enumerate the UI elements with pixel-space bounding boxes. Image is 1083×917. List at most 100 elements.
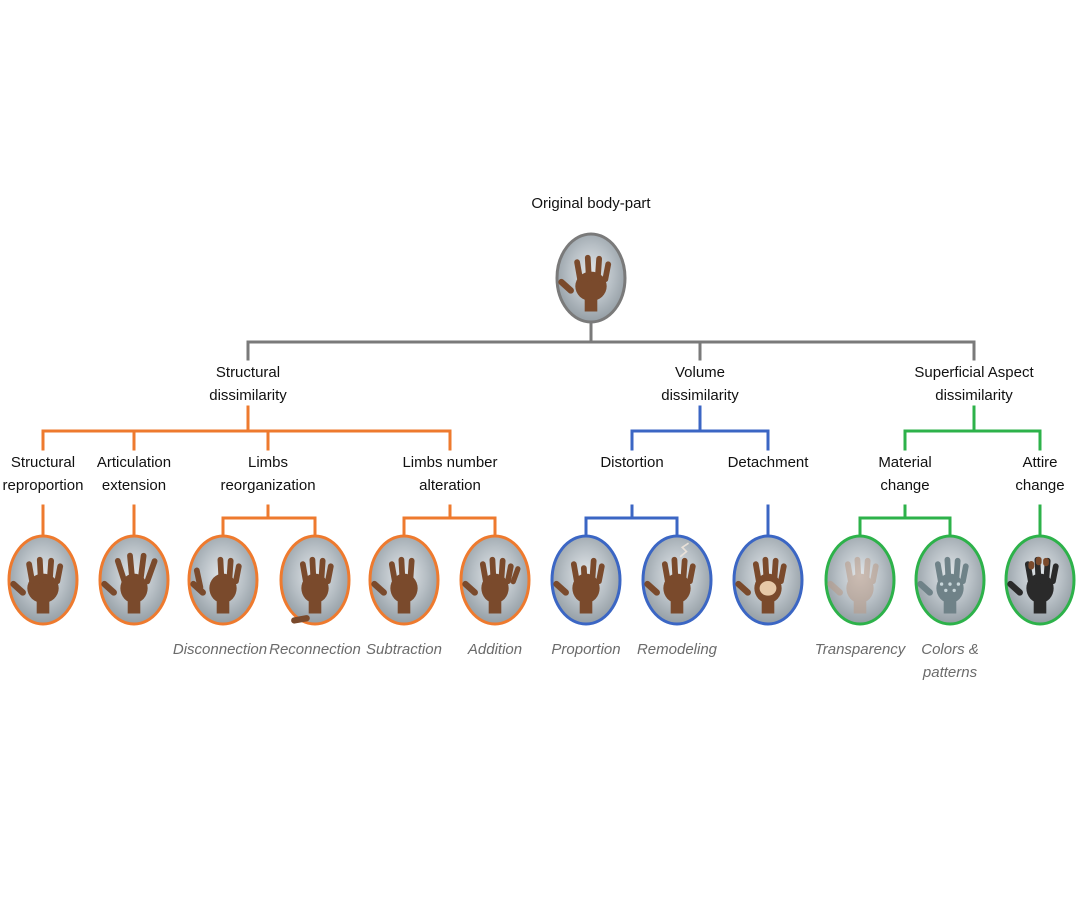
finger-shape (960, 563, 969, 585)
finger-shape (735, 580, 751, 596)
hand-icon (462, 556, 521, 614)
fingertip (1043, 557, 1049, 567)
subcategory-label-line: Detachment (728, 454, 810, 471)
finger-shape (371, 580, 387, 596)
subcategory-label-line: reorganization (220, 477, 315, 494)
subcategory-label: Attire change (1015, 454, 1064, 494)
category-label-structural-line: Structural (216, 364, 280, 381)
subcategory-label-line: Distortion (600, 454, 663, 471)
finger-shape (917, 580, 933, 596)
leaf-caption: Remodeling (637, 641, 718, 658)
finger-shape (1007, 580, 1023, 596)
finger-shape (144, 558, 158, 585)
subcategory-label-line: change (1015, 477, 1064, 494)
finger-shape (574, 259, 583, 283)
finger-shape (46, 557, 55, 585)
subcategory-label-line: Attire (1022, 454, 1057, 471)
finger-shape (953, 557, 961, 585)
pattern-dot (956, 582, 961, 586)
category-label-superficial-line: dissimilarity (935, 387, 1013, 404)
wrist-shape (1033, 598, 1047, 614)
finger-shape (661, 561, 671, 585)
finger-shape (589, 557, 597, 585)
finger-shape (944, 556, 952, 585)
diagram-nodes (7, 232, 1076, 626)
wrist-shape (670, 598, 684, 614)
finger-shape (771, 557, 779, 585)
wrist-shape (36, 598, 50, 614)
leaf-caption-line: Subtraction (366, 641, 442, 658)
leaf-caption: Colors & patterns (921, 641, 979, 681)
finger-shape (226, 557, 234, 585)
fingertip (1028, 561, 1035, 570)
wrist-shape (308, 598, 322, 614)
finger-shape (462, 580, 478, 596)
finger-shape (584, 254, 592, 283)
finger-shape (54, 563, 64, 585)
hand-icon (735, 556, 787, 614)
finger-shape (644, 580, 660, 596)
finger-shape (388, 561, 398, 585)
category-label-volume-line: dissimilarity (661, 387, 739, 404)
leaf-caption: Reconnection (269, 641, 361, 658)
leaf-caption-line: Reconnection (269, 641, 361, 658)
finger-shape (671, 556, 679, 585)
finger-shape (594, 255, 603, 283)
finger-shape (558, 278, 574, 294)
leaf-caption: Subtraction (366, 641, 442, 658)
hand-icon (371, 556, 418, 614)
finger-shape (26, 561, 35, 585)
category-label-superficial: Superficial Aspect dissimilarity (914, 364, 1034, 404)
finger-shape (1050, 563, 1059, 585)
subcategory-label-line: Material (878, 454, 931, 471)
finger-shape (407, 557, 415, 585)
detached-finger (193, 567, 204, 591)
finger-shape (762, 556, 770, 585)
diagram-labels: Original body-part Structural dissimilarit… (3, 195, 1065, 681)
wrist-shape (943, 598, 957, 614)
finger-shape (233, 563, 242, 585)
finger-shape (510, 566, 521, 585)
hand-icon (291, 556, 334, 624)
wrist-shape (584, 296, 598, 312)
leaf-caption-line: Colors & (921, 641, 979, 658)
hand-icon (827, 556, 879, 614)
wrist-shape (853, 598, 867, 614)
wrist-shape (397, 598, 411, 614)
root-label: Original body-part (531, 195, 651, 212)
hand-icon (1007, 556, 1059, 614)
leaf-caption-line: Remodeling (637, 641, 718, 658)
subcategory-label: Detachment (728, 454, 810, 471)
leaf-caption: Proportion (551, 641, 620, 658)
finger-shape (827, 580, 843, 596)
hand-icon (644, 542, 696, 614)
finger-shape (844, 561, 854, 585)
hand-icon (917, 556, 969, 614)
finger-shape (10, 580, 26, 596)
finger-shape (309, 556, 317, 585)
subcategory-label-line: Structural (11, 454, 75, 471)
leaf-caption-line: Proportion (551, 641, 620, 658)
finger-shape (854, 556, 862, 585)
fingertip (1035, 556, 1042, 566)
leaf-caption: Addition (467, 641, 522, 658)
subcategory-label-line: change (880, 477, 929, 494)
wrist-shape (127, 598, 141, 614)
finger-shape (36, 556, 44, 585)
finger-shape (778, 563, 787, 585)
finger-shape (505, 563, 514, 585)
root-label-line: Original body-part (531, 195, 651, 212)
finger-shape (299, 561, 309, 585)
subcategory-label: Distortion (600, 454, 663, 471)
subcategory-label-line: Limbs number (402, 454, 497, 471)
category-label-volume: Volume dissimilarity (661, 364, 739, 404)
subcategory-label: Structural reproportion (3, 454, 84, 494)
hand-icon (10, 556, 64, 614)
subcategory-label-line: alteration (419, 477, 481, 494)
category-label-structural: Structural dissimilarity (209, 364, 287, 404)
finger-shape (934, 561, 944, 585)
wrist-shape (761, 598, 775, 614)
finger-shape (489, 556, 497, 585)
finger-shape (870, 563, 879, 585)
hand-icon (553, 557, 605, 614)
